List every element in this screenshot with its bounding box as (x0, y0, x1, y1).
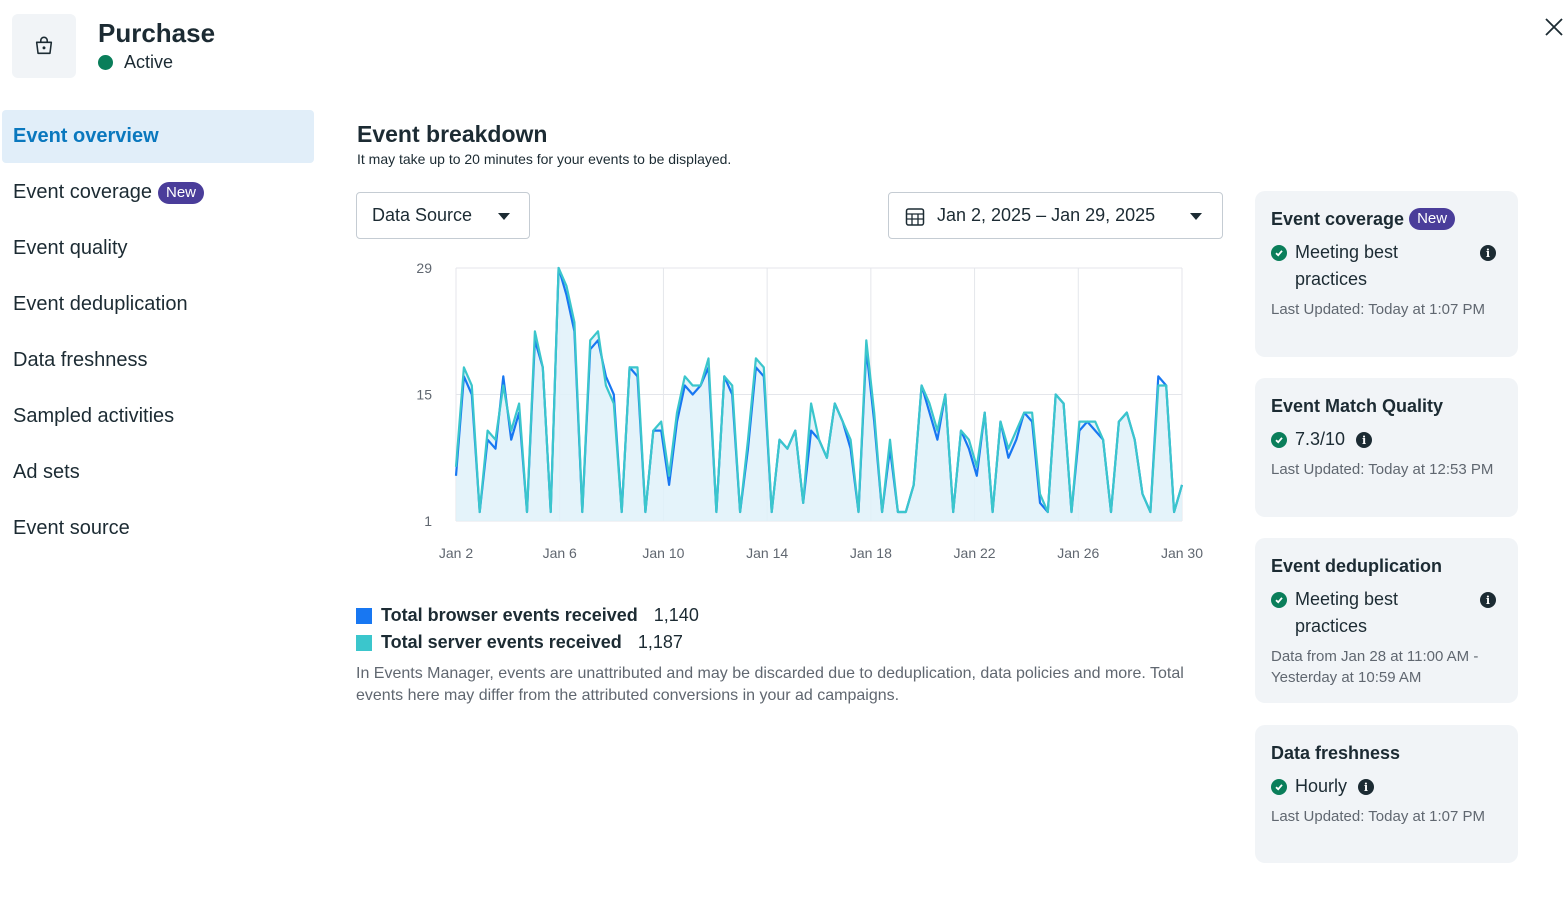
sidebar-item-label: Data freshness (13, 349, 148, 371)
info-icon[interactable]: i (1480, 245, 1496, 261)
page-title: Purchase (98, 18, 216, 48)
card-event-coverage: Event coverage New Meeting best practice… (1255, 191, 1518, 357)
check-circle-icon (1271, 779, 1287, 795)
card-status-text: 7.3/10 (1295, 429, 1346, 449)
legend-row-browser: Total browser events received 1,140 (356, 602, 699, 629)
card-meta: Last Updated: Today at 1:07 PM (1271, 301, 1486, 318)
x-tick-label: Jan 14 (746, 545, 788, 561)
event-icon-box (12, 14, 76, 78)
section-title: Event breakdown (357, 121, 548, 147)
card-title-text: Data freshness (1271, 742, 1401, 763)
card-status-text: Meeting best practices (1295, 242, 1399, 289)
card-status: 7.3/10 i (1271, 426, 1502, 453)
legend-row-server: Total server events received 1,187 (356, 629, 699, 656)
x-tick-label: Jan 2 (439, 545, 473, 561)
sidebar-item-data-freshness[interactable]: Data freshness (2, 334, 314, 387)
x-tick-label: Jan 30 (1161, 545, 1203, 561)
card-title-text: Event Match Quality (1271, 395, 1444, 416)
new-badge: New (1409, 208, 1456, 230)
legend-swatch-server (356, 634, 372, 651)
x-tick-label: Jan 10 (642, 545, 684, 561)
close-icon (1545, 18, 1563, 36)
card-meta: Data from Jan 28 at 11:00 AM - Yesterday… (1271, 648, 1479, 686)
legend-value: 1,187 (637, 632, 683, 652)
check-circle-icon (1271, 592, 1287, 608)
status-dot-icon (98, 55, 113, 70)
sidebar-item-label: Event quality (13, 237, 128, 259)
info-icon[interactable]: i (1358, 779, 1375, 795)
shopping-bag-icon (35, 36, 53, 55)
sidebar-item-label: Event deduplication (13, 293, 188, 315)
sidebar-item-label: Event overview (13, 125, 159, 147)
sidebar-item-event-source[interactable]: Event source (2, 502, 314, 555)
legend-label: Total browser events received (381, 605, 638, 625)
status-label: Active (124, 52, 174, 72)
y-tick-label: 15 (416, 387, 432, 403)
check-circle-icon (1271, 245, 1287, 261)
legend-label: Total server events received (381, 632, 622, 652)
caret-down-icon (1190, 213, 1202, 220)
card-status: Meeting best practices i (1271, 586, 1502, 640)
sidebar-item-sampled-activities[interactable]: Sampled activities (2, 390, 314, 443)
info-icon[interactable]: i (1356, 432, 1373, 448)
chart-legend: Total browser events received 1,140 Tota… (356, 602, 699, 656)
card-status: Hourly i (1271, 773, 1502, 800)
date-range-label: Jan 2, 2025 – Jan 29, 2025 (937, 205, 1156, 225)
x-tick-label: Jan 18 (850, 545, 892, 561)
card-event-match-quality: Event Match Quality 7.3/10 i Last Update… (1255, 378, 1518, 517)
card-title-text: Event deduplication (1271, 555, 1443, 576)
section-subtitle: It may take up to 20 minutes for your ev… (357, 151, 732, 167)
data-source-label: Data Source (372, 205, 473, 225)
card-meta: Last Updated: Today at 1:07 PM (1271, 808, 1486, 825)
x-tick-label: Jan 26 (1057, 545, 1099, 561)
card-status-text: Meeting best practices (1295, 589, 1399, 636)
x-tick-label: Jan 22 (954, 545, 996, 561)
sidebar-item-event-quality[interactable]: Event quality (2, 222, 314, 275)
close-button[interactable] (1541, 14, 1567, 40)
sidebar-item-label: Ad sets (13, 461, 80, 483)
sidebar-item-label: Event source (13, 517, 130, 539)
card-title-text: Event coverage (1271, 208, 1405, 229)
server-area-fill (456, 268, 1182, 521)
card-title: Event coverage New (1271, 207, 1502, 231)
card-title: Event deduplication (1271, 554, 1502, 578)
calendar-icon (905, 208, 925, 226)
card-title: Data freshness (1271, 741, 1502, 765)
card-status: Meeting best practices i (1271, 239, 1502, 293)
legend-value: 1,140 (653, 605, 699, 625)
sidebar-item-event-overview[interactable]: Event overview (2, 110, 314, 163)
card-event-deduplication: Event deduplication Meeting best practic… (1255, 538, 1518, 703)
sidebar-item-event-deduplication[interactable]: Event deduplication (2, 278, 314, 331)
card-title: Event Match Quality (1271, 394, 1502, 418)
disclaimer-text: In Events Manager, events are unattribut… (356, 665, 1184, 704)
info-icon[interactable]: i (1480, 592, 1496, 608)
x-tick-label: Jan 6 (543, 545, 577, 561)
date-range-picker[interactable]: Jan 2, 2025 – Jan 29, 2025 (888, 192, 1223, 239)
sidebar-item-event-coverage[interactable]: Event coverage New (2, 166, 314, 219)
data-source-dropdown[interactable]: Data Source (356, 192, 530, 239)
legend-swatch-browser (356, 607, 372, 624)
sidebar-item-label: Sampled activities (13, 405, 175, 427)
sidebar-nav: Event overview Event coverage New Event … (2, 110, 314, 558)
sidebar-item-ad-sets[interactable]: Ad sets (2, 446, 314, 499)
status-indicator: Active (98, 52, 173, 73)
card-data-freshness: Data freshness Hourly i Last Updated: To… (1255, 725, 1518, 863)
sidebar-item-label: Event coverage (13, 181, 152, 203)
server-series-line (454, 266, 1184, 514)
check-circle-icon (1271, 432, 1287, 448)
y-tick-label: 1 (424, 513, 432, 529)
y-tick-label: 29 (416, 260, 432, 276)
card-status-text: Hourly (1295, 776, 1348, 796)
card-meta: Last Updated: Today at 12:53 PM (1271, 461, 1494, 478)
caret-down-icon (498, 213, 510, 220)
new-badge: New (157, 181, 204, 204)
event-line-chart: Jan 2 Jan 6 Jan 10 Jan 14 Jan 18 Jan 22 Jan 26… (416, 260, 1203, 561)
